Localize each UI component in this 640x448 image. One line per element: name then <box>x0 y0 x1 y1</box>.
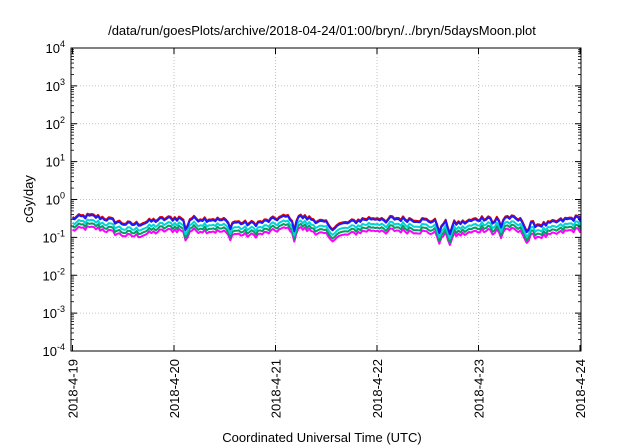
y-tick-label: 102 <box>46 115 65 132</box>
chart-title: /data/run/goesPlots/archive/2018-04-24/0… <box>108 23 536 38</box>
series-line-3 <box>71 218 581 240</box>
y-tick-label: 104 <box>46 39 65 56</box>
y-tick-label: 103 <box>46 77 65 94</box>
x-tick-label: 2018-4-19 <box>66 359 81 418</box>
y-tick-label: 10-3 <box>43 304 65 321</box>
y-tick-label: 100 <box>46 191 65 208</box>
grid <box>71 48 581 351</box>
x-tick-label: 2018-4-23 <box>472 359 487 418</box>
series-line-5 <box>72 213 581 236</box>
x-axis: 2018-4-19 2018-4-20 2018-4-21 2018-4-22 2018… <box>66 48 588 418</box>
y-tick-label: 10-2 <box>43 266 65 283</box>
x-tick-label: 2018-4-21 <box>269 359 284 418</box>
x-axis-label: Coordinated Universal Time (UTC) <box>222 430 421 445</box>
series-group <box>71 212 581 246</box>
x-tick-label: 2018-4-20 <box>167 359 182 418</box>
y-tick-label: 101 <box>46 153 65 170</box>
y-tick-label: 10-4 <box>43 342 65 359</box>
y-axis: 10-4 10-3 10-2 10-1 100 101 102 103 104 <box>43 39 581 359</box>
series-line-2 <box>72 222 581 244</box>
y-tick-label: 10-1 <box>43 228 65 245</box>
y-axis-label: cGy/day <box>21 175 36 223</box>
x-tick-label: 2018-4-24 <box>573 359 588 418</box>
x-tick-label: 2018-4-22 <box>370 359 385 418</box>
